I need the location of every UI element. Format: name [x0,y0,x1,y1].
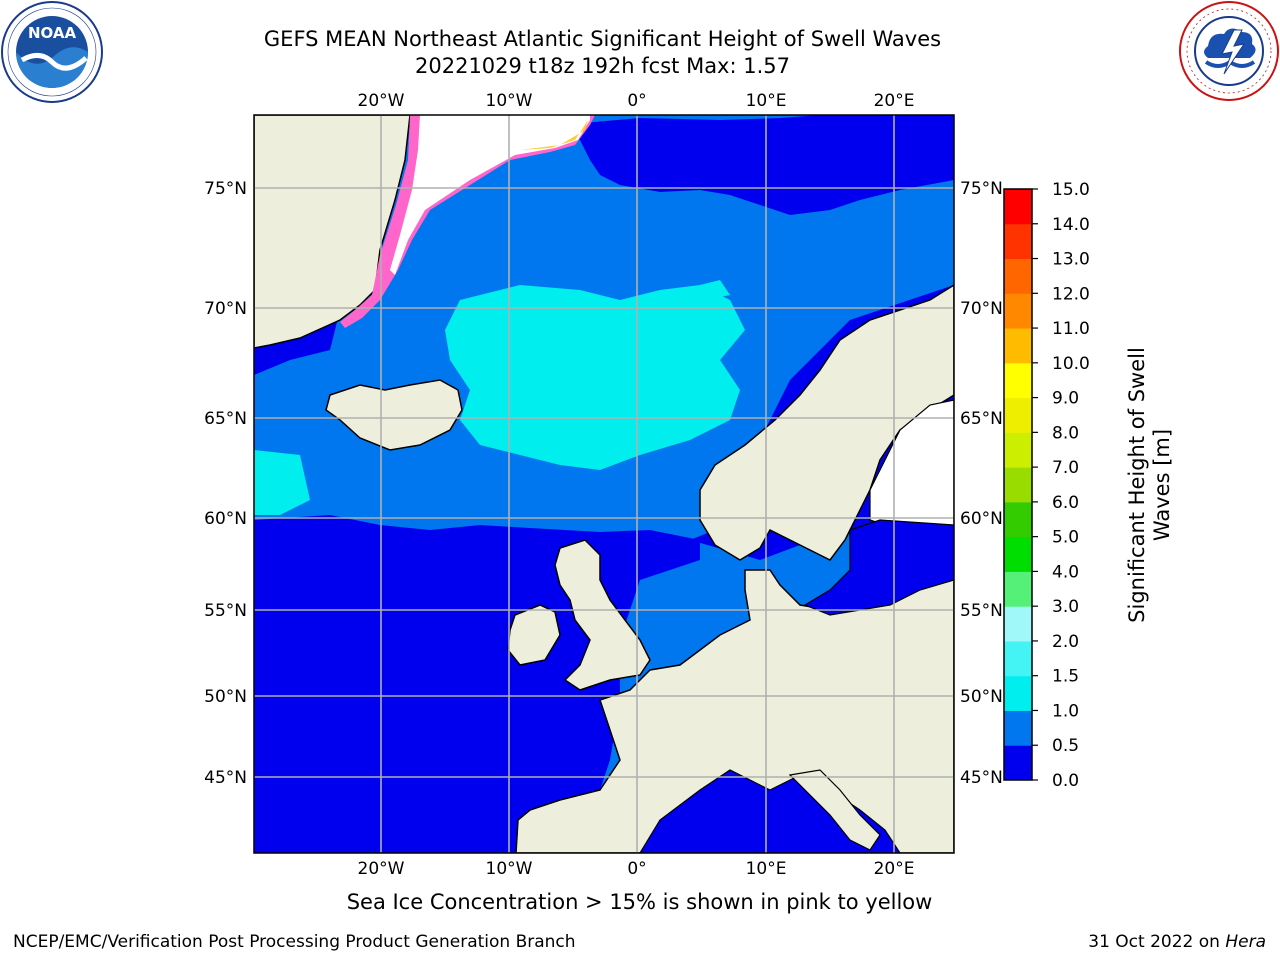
lon-label: 20°E [874,91,915,111]
lat-label: 65°N [204,409,247,429]
lon-label: 20°W [358,859,405,879]
colorbar-swatch [1004,467,1032,503]
map-frame [253,114,955,854]
lat-label: 55°N [960,601,1003,621]
lat-label: 70°N [204,299,247,319]
colorbar-tick-label: 1.0 [1052,701,1079,721]
lat-label: 75°N [204,179,247,199]
lat-label: 45°N [204,768,247,788]
lon-label: 20°W [358,91,405,111]
lon-label: 10°E [746,91,787,111]
colorbar-frame [1003,188,1033,781]
colorbar-tick-label: 15.0 [1052,180,1090,200]
colorbar-swatch [1004,571,1032,607]
italy [788,769,881,851]
lat-label: 50°N [204,687,247,707]
run-date: 31 Oct 2022 on [1088,932,1220,952]
credit-line: NCEP/EMC/Verification Post Processing Pr… [13,932,576,952]
lon-label: 0° [627,859,646,879]
colorbar: 0.0 0.5 1.0 1.5 2.0 3.0 4.0 5.0 6.0 7.0 8.0 9.0 10.0… [1003,180,1090,791]
colorbar-tick-label: 12.0 [1052,284,1090,304]
colorbar-tick-label: 10.0 [1052,354,1090,374]
colorbar-tick-label: 5.0 [1052,528,1079,548]
colorbar-swatch [1004,710,1032,746]
colorbar-tick-label: 13.0 [1052,250,1090,270]
colorbar-tick-label: 8.0 [1052,423,1079,443]
lat-label: 60°N [960,509,1003,529]
colorbar-tick-label: 11.0 [1052,319,1090,339]
colorbar-tick-label: 4.0 [1052,562,1079,582]
colorbar-swatch [1004,432,1032,468]
date-line: 31 Oct 2022 on Hera [1088,932,1266,952]
lon-labels-top: 20°W 10°W 0° 10°E 20°E [358,91,915,111]
svg-text:NOAA: NOAA [28,24,77,42]
mediterranean [639,769,901,853]
swell-band-1.0-1.5 [254,280,745,515]
lon-label: 20°E [874,859,915,879]
colorbar-tick-label: 0.0 [1052,771,1079,791]
sea-ice-edge [340,115,595,328]
lon-label: 10°W [486,91,533,111]
colorbar-tick-label: 0.5 [1052,736,1079,756]
colorbar-swatch [1004,293,1032,329]
colorbar-swatch [1004,362,1032,399]
lat-label: 55°N [204,601,247,621]
colorbar-tick-label: 2.0 [1052,632,1079,652]
baltic-sea [803,519,954,616]
lat-label: 65°N [960,409,1003,429]
lon-label: 10°E [746,859,787,879]
lat-label: 50°N [960,687,1003,707]
lat-label: 45°N [960,768,1003,788]
colorbar-tick-label: 1.5 [1052,667,1079,687]
map-panel [254,115,954,853]
sea-ice-note: Sea Ice Concentration > 15% is shown in … [346,890,933,914]
chart-subtitle: 20221029 t18z 192h fcst Max: 1.57 [415,54,790,78]
colorbar-swatch [1004,536,1032,572]
chart-title: GEFS MEAN Northeast Atlantic Significant… [263,27,942,51]
lat-label: 75°N [960,179,1003,199]
machine-name: Hera [1225,932,1266,952]
lat-labels-right: 75°N 70°N 65°N 60°N 55°N 50°N 45°N [960,179,1003,788]
colorbar-swatch [1004,258,1032,294]
colorbar-tick-label: 3.0 [1052,597,1079,617]
colorbar-tick-label: 7.0 [1052,458,1079,478]
colorbar-swatch [1004,189,1032,225]
colorbar-swatch [1004,606,1032,642]
lat-labels-left: 75°N 70°N 65°N 60°N 55°N 50°N 45°N [204,179,247,788]
colorbar-tick-label: 9.0 [1052,389,1079,409]
colorbar-label: Significant Height of Swell Waves [m] [1125,347,1174,623]
lat-label: 60°N [204,509,247,529]
colorbar-swatch [1004,397,1032,433]
colorbar-swatch [1004,501,1032,538]
graticule [254,115,954,853]
nws-logo [1179,1,1279,101]
lon-label: 10°W [486,859,533,879]
colorbar-tick-label: 14.0 [1052,215,1090,235]
lon-labels-bottom: 20°W 10°W 0° 10°E 20°E [358,859,915,879]
colorbar-tick-label: 6.0 [1052,493,1079,513]
noaa-logo: NOAA [1,1,103,103]
colorbar-swatch [1004,223,1032,260]
lon-label: 0° [627,91,646,111]
colorbar-swatch [1004,640,1032,677]
colorbar-swatch [1004,675,1032,711]
lat-label: 70°N [960,299,1003,319]
colorbar-swatch [1004,745,1032,781]
colorbar-swatch [1004,328,1032,364]
